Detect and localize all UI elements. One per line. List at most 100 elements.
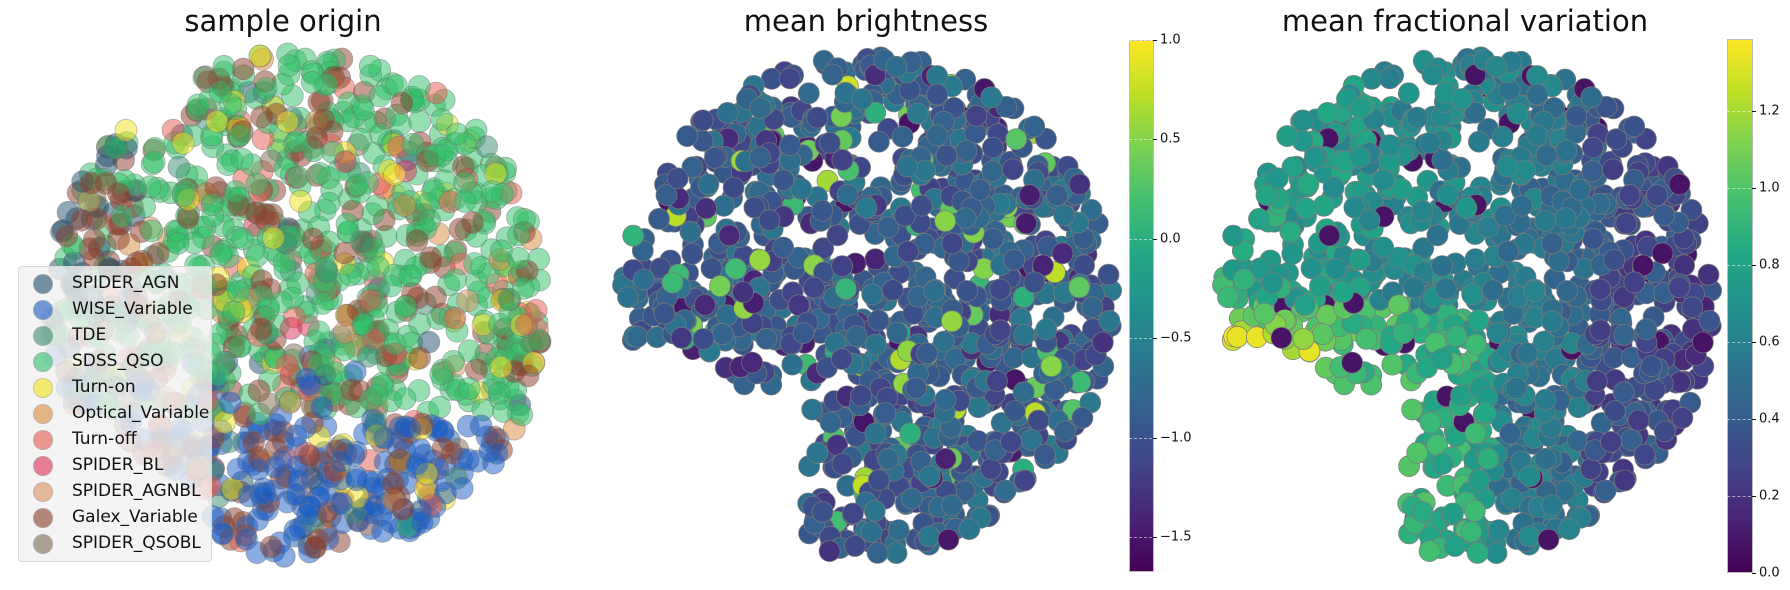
- data-point: [1431, 452, 1454, 475]
- data-point: [246, 457, 270, 481]
- data-point: [1603, 400, 1626, 423]
- data-point: [831, 149, 854, 171]
- data-point: [297, 444, 321, 468]
- data-point: [926, 124, 949, 147]
- data-point: [812, 237, 835, 260]
- data-point: [506, 246, 530, 270]
- data-point: [1534, 388, 1557, 411]
- data-point: [787, 294, 810, 317]
- data-point: [821, 63, 844, 86]
- colorbar-tick-mark: [1752, 187, 1756, 189]
- data-point: [1003, 248, 1026, 271]
- data-point: [845, 325, 868, 348]
- data-point: [1294, 293, 1316, 316]
- data-point: [1485, 542, 1508, 564]
- data-point: [935, 144, 958, 167]
- data-point: [398, 416, 422, 440]
- data-point: [695, 197, 717, 220]
- data-point: [718, 224, 741, 247]
- data-point: [383, 332, 407, 356]
- data-point: [811, 501, 834, 523]
- data-point: [1431, 255, 1454, 278]
- data-point: [511, 276, 535, 300]
- data-point: [877, 447, 900, 470]
- legend-marker-icon: [33, 378, 53, 398]
- data-point: [1534, 447, 1557, 470]
- data-point: [1477, 447, 1500, 470]
- data-point: [896, 155, 919, 178]
- data-point: [1303, 146, 1326, 169]
- data-point: [1691, 331, 1714, 354]
- data-point: [887, 519, 910, 541]
- data-point: [1418, 540, 1441, 562]
- data-point: [1477, 216, 1500, 239]
- data-point: [1589, 278, 1612, 301]
- data-point: [430, 108, 454, 131]
- data-point: [891, 125, 914, 148]
- scatter-plot-mean-brightness: [612, 46, 1123, 564]
- data-point: [1697, 263, 1720, 286]
- panel-mean-fractional-variation: mean fractional variation 1.2 1.0 0.8 0.6 0.…: [1200, 0, 1790, 590]
- data-point: [259, 535, 283, 559]
- data-point: [1434, 277, 1457, 300]
- data-point: [308, 161, 332, 185]
- legend-marker-icon: [33, 508, 53, 528]
- data-point: [424, 285, 447, 309]
- data-point: [1474, 402, 1497, 425]
- data-point: [1387, 294, 1410, 317]
- data-point: [1601, 158, 1624, 181]
- data-point: [489, 355, 513, 379]
- data-point: [781, 353, 804, 376]
- data-point: [1537, 528, 1560, 551]
- data-point: [286, 469, 310, 492]
- data-point: [227, 335, 251, 359]
- data-point: [209, 243, 233, 266]
- data-point: [1623, 115, 1646, 138]
- data-point: [1635, 318, 1658, 341]
- data-point: [1349, 97, 1372, 120]
- data-point: [1053, 204, 1076, 227]
- data-point: [691, 109, 714, 132]
- data-point: [1464, 248, 1487, 271]
- data-point: [867, 309, 890, 332]
- data-point: [1496, 155, 1519, 178]
- data-point: [790, 178, 813, 200]
- data-point: [905, 377, 928, 400]
- data-point: [1535, 144, 1558, 167]
- data-point: [934, 447, 957, 470]
- data-point: [1000, 430, 1022, 453]
- data-point: [1466, 542, 1489, 564]
- data-point: [801, 398, 824, 421]
- data-point: [1497, 240, 1519, 263]
- data-point: [262, 226, 285, 250]
- data-point: [926, 83, 949, 106]
- data-point: [934, 388, 957, 411]
- legend-marker-icon: [33, 456, 53, 476]
- data-point: [772, 169, 795, 192]
- data-point: [1623, 271, 1646, 294]
- data-point: [1253, 302, 1276, 325]
- legend-item: SPIDER_QSOBL: [19, 531, 211, 557]
- data-point: [748, 248, 771, 271]
- data-point: [311, 291, 335, 315]
- data-point: [230, 147, 254, 171]
- data-point: [716, 102, 739, 124]
- data-point: [803, 276, 825, 299]
- data-point: [1450, 88, 1473, 110]
- data-point: [1411, 199, 1434, 222]
- colorbar-gridline: [1129, 139, 1152, 141]
- data-point: [294, 367, 318, 391]
- data-point: [1467, 130, 1490, 153]
- data-point: [278, 390, 302, 414]
- data-point: [1464, 101, 1487, 124]
- data-point: [679, 220, 702, 243]
- data-point: [792, 322, 815, 345]
- data-point: [732, 281, 754, 304]
- colorbar-tick-label: 0.6: [1759, 334, 1780, 350]
- data-point: [1091, 331, 1114, 354]
- colorbar-tick-mark: [1752, 495, 1756, 497]
- data-point: [843, 535, 866, 557]
- data-point: [222, 300, 246, 324]
- data-point: [368, 84, 392, 108]
- data-point: [361, 202, 385, 226]
